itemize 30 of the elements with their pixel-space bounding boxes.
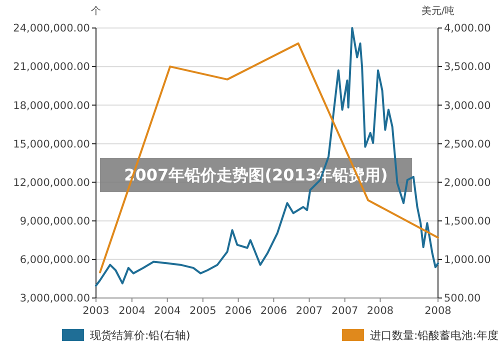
y2-tick-label: 3,000.00 xyxy=(444,100,491,112)
y-tick-label: 9,000,000.00 xyxy=(20,216,90,228)
y-axis-title: 个 xyxy=(91,5,101,17)
x-tick-label: 2008 xyxy=(424,305,452,317)
x-tick-label: 2004 xyxy=(118,305,146,317)
x-tick-label: 2006 xyxy=(260,305,288,317)
y2-tick-label: 3,500.00 xyxy=(444,61,491,74)
x-tick-label: 2006 xyxy=(224,305,252,317)
y-tick-label: 24,000,000.00 xyxy=(13,22,90,35)
y-tick-label: 12,000,000.00 xyxy=(13,176,90,189)
y2-tick-label: 2,000.00 xyxy=(444,176,491,189)
y-tick-label: 3,000,000.00 xyxy=(20,292,90,305)
y2-tick-label: 1,000.00 xyxy=(444,254,491,266)
x-tick-label: 2007 xyxy=(331,305,358,317)
y-tick-label: 6,000,000.00 xyxy=(20,254,90,266)
x-tick-label: 2008 xyxy=(366,305,394,317)
y2-tick-label: 4,000.00 xyxy=(444,22,491,35)
legend-label: 现货结算价:铅(右轴) xyxy=(90,328,190,342)
x-tick-label: 2004 xyxy=(154,305,182,317)
y2-tick-label: 1,500.00 xyxy=(444,216,491,228)
y2-tick-label: 2,500.00 xyxy=(444,138,491,150)
x-tick-label: 2003 xyxy=(82,305,110,317)
y2-tick-label: 500.00 xyxy=(444,292,481,305)
y-tick-label: 15,000,000.00 xyxy=(13,138,90,150)
y2-axis-title: 美元/吨 xyxy=(421,5,455,17)
x-tick-label: 2007 xyxy=(296,305,323,317)
x-tick-label: 2005 xyxy=(190,305,216,317)
legend-label: 进口数量:铅酸蓄电池:年度 xyxy=(370,328,498,342)
y-tick-label: 21,000,000.00 xyxy=(13,61,90,74)
y-tick-label: 18,000,000.00 xyxy=(13,100,90,112)
